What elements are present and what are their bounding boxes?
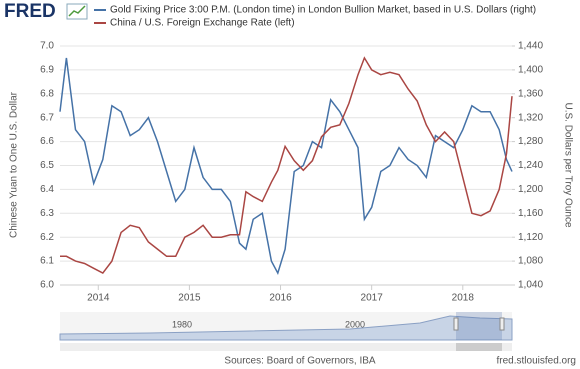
site-link[interactable]: fred.stlouisfed.org [497,356,577,367]
y2-tick-label: 1,120 [518,232,543,243]
y2-tick-label: 1,200 [518,184,543,195]
y-tick-label: 6.6 [40,136,54,147]
navigator-label: 1980 [172,319,192,329]
y2-tick-label: 1,040 [518,280,543,291]
y2-axis-title: U.S. Dollars per Troy Ounce [562,102,573,227]
y-tick-label: 6.0 [40,280,54,291]
navigator-label: 2000 [345,319,365,329]
y-tick-label: 6.3 [40,208,54,219]
y2-tick-label: 1,080 [518,256,543,267]
y-tick-label: 6.8 [40,88,54,99]
navigator[interactable]: 1980 2000 [59,312,513,351]
y-tick-label: 6.4 [40,184,54,195]
y2-tick-label: 1,400 [518,65,543,76]
y-tick-label: 6.1 [40,256,54,267]
logo-icon-line [68,5,86,17]
y-tick-label: 6.7 [40,112,54,123]
y2-tick-label: 1,440 [518,41,543,52]
y2-tick-label: 1,240 [518,160,543,171]
x-tick-label: 2018 [452,293,475,304]
scrollbar-thumb[interactable] [456,343,502,351]
logo-icon [66,3,88,20]
navigator-handle[interactable] [499,317,505,331]
y-tick-label: 6.5 [40,160,54,171]
brand-logo: FRED [4,1,56,22]
navigator-area [59,315,513,341]
x-tick-label: 2016 [269,293,292,304]
y2-tick-label: 1,320 [518,112,543,123]
x-tick-label: 2017 [361,293,384,304]
y-tick-label: 7.0 [40,41,54,52]
y-axis-title: Chinese Yuan to One U.S. Dollar [9,91,20,238]
series-line [60,56,513,275]
x-tick-label: 2014 [87,293,110,304]
y2-tick-label: 1,360 [518,88,543,99]
y-tick-label: 6.9 [40,65,54,76]
x-tick-label: 2015 [178,293,201,304]
legend-label: Gold Fixing Price 3:00 P.M. (London time… [110,5,536,16]
scrollbar[interactable] [60,343,512,351]
y2-tick-label: 1,160 [518,208,543,219]
source-note: Sources: Board of Governors, IBA [224,356,376,367]
navigator-selection [456,312,502,340]
y-tick-label: 6.2 [40,232,54,243]
legend-label: China / U.S. Foreign Exchange Rate (left… [110,18,295,29]
navigator-handle[interactable] [453,317,459,331]
y2-tick-label: 1,280 [518,136,543,147]
